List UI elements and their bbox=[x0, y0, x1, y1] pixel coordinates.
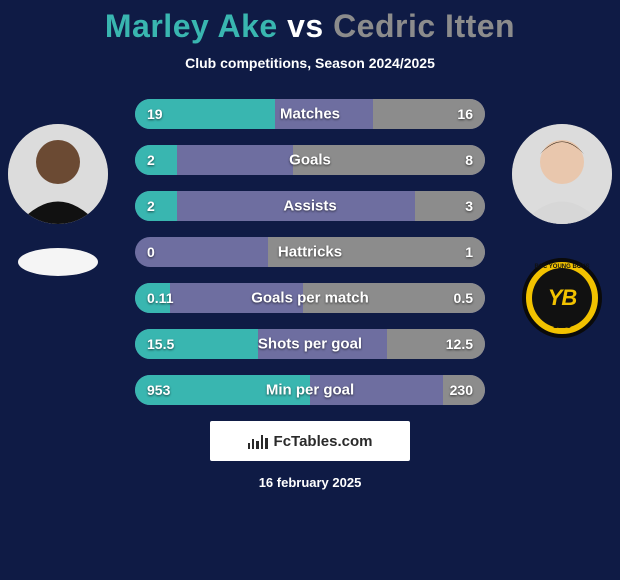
player2-name: Cedric Itten bbox=[333, 8, 515, 44]
comparison-card: Marley Ake vs Cedric Itten Club competit… bbox=[0, 0, 620, 490]
stat-label: Min per goal bbox=[266, 382, 354, 399]
player1-avatar bbox=[8, 124, 108, 224]
stat-value-left: 15.5 bbox=[147, 336, 174, 352]
club-badge-text: YB bbox=[548, 285, 577, 311]
stat-value-right: 0.5 bbox=[454, 290, 473, 306]
player2-avatar bbox=[512, 124, 612, 224]
player2-club-logo: BSC YOUNG BOYS YB 1898 bbox=[522, 258, 602, 338]
stat-value-left: 0.11 bbox=[147, 290, 173, 306]
stat-value-left: 2 bbox=[147, 152, 155, 168]
stat-row: 19 16 Matches bbox=[135, 99, 485, 129]
stats-list: 19 16 Matches 2 8 Goals 2 3 Assists 0 1 Hattricks 0.… bbox=[135, 99, 485, 405]
stat-value-left: 2 bbox=[147, 198, 155, 214]
stat-row: 2 3 Assists bbox=[135, 191, 485, 221]
player1-club-logo bbox=[18, 248, 98, 276]
person-icon bbox=[512, 124, 612, 224]
date-label: 16 february 2025 bbox=[0, 475, 620, 490]
stat-fill-right bbox=[415, 191, 485, 221]
stat-label: Goals bbox=[289, 152, 331, 169]
stat-value-right: 12.5 bbox=[446, 336, 473, 352]
stat-label: Shots per goal bbox=[258, 336, 362, 353]
stat-value-left: 0 bbox=[147, 244, 155, 260]
stat-value-left: 19 bbox=[147, 106, 163, 122]
stat-value-right: 3 bbox=[465, 198, 473, 214]
person-icon bbox=[8, 124, 108, 224]
stat-row: 15.5 12.5 Shots per goal bbox=[135, 329, 485, 359]
stat-value-right: 8 bbox=[465, 152, 473, 168]
club-badge-year: 1898 bbox=[522, 321, 602, 330]
subtitle: Club competitions, Season 2024/2025 bbox=[0, 55, 620, 71]
stat-value-right: 16 bbox=[457, 106, 473, 122]
brand-box[interactable]: FcTables.com bbox=[210, 421, 410, 461]
stat-value-right: 230 bbox=[450, 382, 473, 398]
bars-icon bbox=[248, 433, 268, 449]
stat-fill-left bbox=[135, 145, 177, 175]
vs-label: vs bbox=[287, 8, 324, 44]
stat-value-left: 953 bbox=[147, 382, 170, 398]
stat-row: 953 230 Min per goal bbox=[135, 375, 485, 405]
stat-fill-left bbox=[135, 191, 177, 221]
stat-label: Hattricks bbox=[278, 244, 342, 261]
brand-text: FcTables.com bbox=[274, 433, 373, 450]
club-badge-inner: YB bbox=[532, 268, 592, 328]
stat-label: Goals per match bbox=[251, 290, 369, 307]
stat-row: 2 8 Goals bbox=[135, 145, 485, 175]
player1-name: Marley Ake bbox=[105, 8, 278, 44]
stat-row: 0 1 Hattricks bbox=[135, 237, 485, 267]
page-title: Marley Ake vs Cedric Itten bbox=[0, 0, 620, 45]
stat-row: 0.11 0.5 Goals per match bbox=[135, 283, 485, 313]
stat-value-right: 1 bbox=[465, 244, 473, 260]
stat-label: Assists bbox=[283, 198, 336, 215]
stat-label: Matches bbox=[280, 106, 340, 123]
